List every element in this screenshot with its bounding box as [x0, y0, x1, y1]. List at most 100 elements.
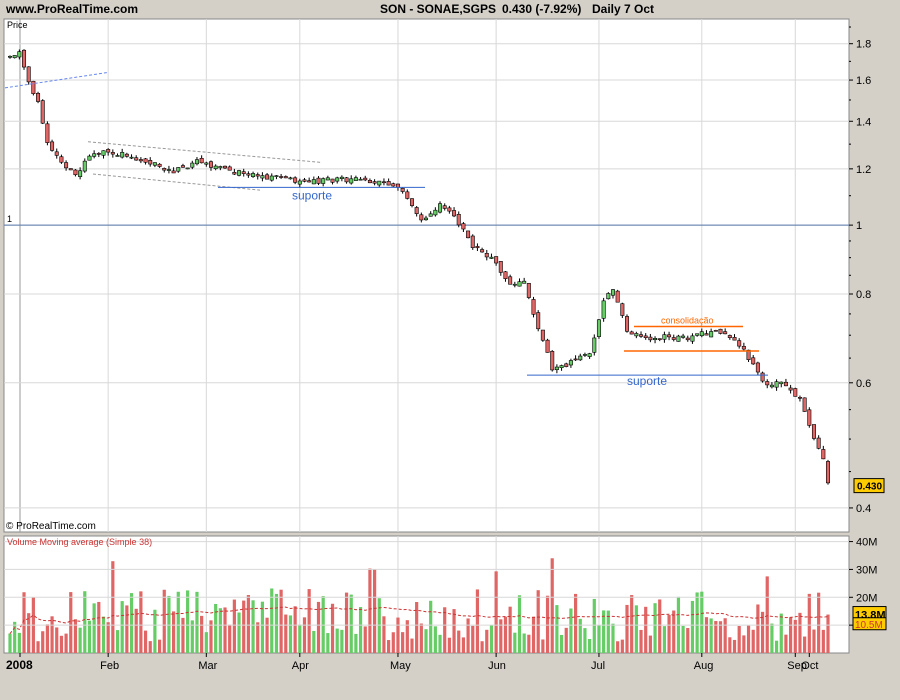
volume-bar [527, 634, 531, 653]
candle [783, 381, 788, 387]
volume-bar [569, 608, 573, 653]
volume-bar [335, 628, 339, 653]
candle [765, 381, 770, 386]
volume-bar [97, 601, 101, 653]
volume-bar [200, 615, 204, 653]
volume-bar [59, 635, 64, 653]
volume-bar [321, 596, 325, 653]
volume-bar [503, 616, 508, 653]
candle [601, 300, 606, 319]
candle [297, 180, 302, 185]
candle [307, 180, 312, 183]
price-tick-label: 1.6 [856, 75, 871, 87]
volume-bar [36, 641, 40, 653]
candle [690, 335, 695, 342]
volume-bar [139, 591, 143, 653]
candle [251, 173, 256, 177]
volume-bar [494, 571, 498, 653]
candle [152, 162, 157, 166]
candle [554, 366, 559, 371]
candle [110, 152, 115, 155]
volume-bar [817, 592, 821, 653]
price-panel [3, 18, 850, 533]
candle [45, 123, 50, 143]
candle [180, 165, 185, 168]
candle [760, 372, 765, 382]
volume-bar [522, 633, 526, 653]
candle [400, 187, 405, 192]
volume-bar [742, 635, 746, 653]
volume-bar [237, 612, 241, 653]
volume-bar [251, 600, 255, 653]
candle [433, 209, 438, 216]
trendline-dashed [4, 71, 109, 89]
candle [143, 158, 148, 163]
candle [713, 330, 718, 332]
candle [438, 203, 443, 213]
candle [96, 153, 101, 155]
candle [428, 213, 433, 217]
candle [811, 424, 816, 439]
candle [522, 280, 527, 284]
candle [751, 357, 756, 365]
volume-bar [55, 627, 59, 653]
volume-bar [588, 638, 592, 653]
site-name[interactable]: www.ProRealTime.com [6, 2, 139, 16]
volume-bar [770, 623, 774, 653]
candle [12, 55, 17, 59]
volume-bar [653, 603, 657, 653]
volume-bar [372, 569, 377, 653]
volume-bar [447, 637, 451, 653]
candle [68, 168, 73, 171]
candle [288, 177, 293, 180]
volume-bar [344, 592, 349, 653]
candle [223, 165, 228, 169]
volume-bar [737, 626, 741, 653]
volume-bar [410, 638, 414, 653]
volume-bar [723, 618, 727, 653]
candle [106, 149, 111, 153]
candle [274, 175, 279, 177]
price-tick-label: 0.8 [856, 289, 871, 301]
volume-bar [41, 631, 45, 653]
volume-bar [186, 590, 190, 653]
candle [424, 217, 429, 221]
volume-bar [363, 626, 367, 653]
volume-bar [279, 589, 283, 653]
volume-bar [718, 621, 723, 653]
candle [64, 162, 69, 169]
volume-bar [644, 606, 648, 653]
volume-bar [368, 568, 372, 653]
volume-bar [143, 630, 148, 653]
volume-bar [732, 639, 737, 653]
volume-bar [475, 589, 480, 653]
chart-header: www.ProRealTime.com SON - SONAE,SGPS 0.4… [0, 0, 900, 18]
candle [194, 159, 199, 165]
candles [8, 49, 830, 485]
volume-bar [583, 628, 587, 653]
candle [22, 49, 27, 68]
candle [737, 340, 742, 347]
candle [82, 160, 87, 172]
volume-bar [480, 641, 484, 653]
candle [699, 331, 704, 337]
volume-bar [807, 593, 811, 653]
volume-bar [312, 630, 316, 653]
volume-bar [288, 615, 293, 653]
candle [386, 181, 391, 186]
candle [120, 152, 125, 158]
volume-bar [274, 593, 279, 653]
candle [615, 290, 620, 303]
volume-bar [616, 641, 620, 653]
candle [8, 55, 13, 58]
candle [695, 333, 700, 336]
volume-bar [125, 605, 129, 653]
volume-bar [326, 633, 330, 653]
x-tick-label: Aug [694, 660, 714, 672]
price-tick-label: 1.8 [856, 39, 871, 51]
volume-bar [658, 599, 662, 653]
volume-ma-tag-label: 10.5M [855, 620, 883, 631]
volume-bar [153, 609, 157, 653]
volume-bar [751, 629, 755, 653]
